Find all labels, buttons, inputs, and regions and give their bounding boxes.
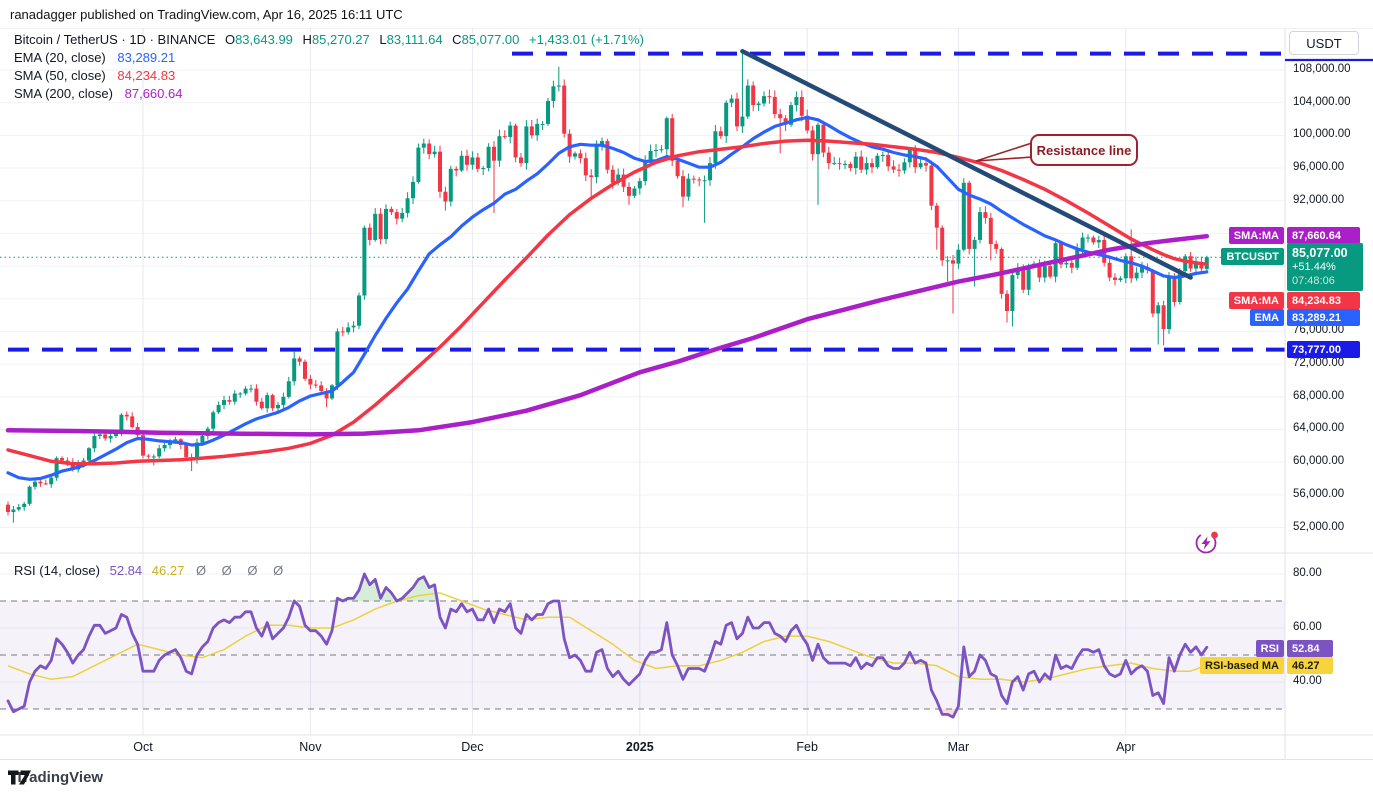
- tradingview-logo-text: TradingView: [15, 769, 104, 786]
- last-price-badge: 85,077.00 +51.44% 07:48:06: [1287, 243, 1363, 291]
- lightning-bolt-glyph: [1201, 536, 1211, 550]
- rsi-axis-value-chip: 52.84: [1287, 640, 1333, 657]
- symbol-title: Bitcoin / TetherUS · 1D · BINANCE: [14, 32, 216, 47]
- flash-idea-icon[interactable]: [1193, 528, 1223, 556]
- change-value: +1,433.01 (+1.71%): [529, 32, 644, 47]
- rsi-name: RSI (14, close): [14, 563, 100, 578]
- main-legend: Bitcoin / TetherUS · 1D · BINANCE O83,64…: [14, 33, 644, 105]
- price-axis-label: 72,000.00: [1293, 357, 1345, 370]
- rsi-ma-axis-value-chip: 46.27: [1287, 657, 1333, 674]
- rsi-axis-label-chip: RSI: [1255, 640, 1284, 657]
- attribution-text: ranadagger published on TradingView.com,…: [10, 7, 403, 22]
- price-axis-label: 104,000.00: [1293, 95, 1351, 108]
- tradingview-watermark[interactable]: TradingView: [8, 769, 103, 786]
- sma50-name: SMA (50, close): [14, 68, 106, 83]
- sma200-axis-label-chip: SMA:MA: [1228, 227, 1284, 244]
- rsi-ma-value: 46.27: [151, 563, 185, 578]
- ema-name: EMA (20, close): [14, 50, 106, 65]
- symbol-axis-label-chip: BTCUSDT: [1221, 248, 1284, 265]
- last-price-value: 85,077.00: [1292, 246, 1348, 260]
- rsi-empty-slots: Ø Ø Ø Ø: [195, 563, 290, 578]
- sma50-axis-label-chip: SMA:MA: [1228, 292, 1284, 309]
- time-axis-label: Mar: [947, 740, 970, 754]
- rsi-ma-axis-label-chip: RSI-based MA: [1200, 657, 1284, 674]
- open-value: 83,643.99: [235, 32, 293, 47]
- price-axis-label: 108,000.00: [1293, 63, 1351, 75]
- notification-dot: [1211, 531, 1218, 539]
- price-axis-label: 92,000.00: [1293, 193, 1345, 206]
- rsi-axis-label: 60.00: [1293, 621, 1322, 633]
- sma200-legend-row[interactable]: SMA (200, close) 87,660.64: [14, 87, 644, 101]
- high-value: 85,270.27: [311, 32, 370, 47]
- sma50-legend-row[interactable]: SMA (50, close) 84,234.83: [14, 69, 644, 83]
- sma200-axis-value-chip: 87,660.64: [1287, 227, 1360, 244]
- low-value: 83,111.64: [386, 32, 443, 47]
- bar-countdown: 07:48:06: [1292, 275, 1335, 287]
- time-axis-label: Apr: [1116, 740, 1136, 754]
- rsi-value: 52.84: [109, 563, 143, 578]
- time-axis-label: Oct: [133, 740, 153, 754]
- price-axis-label: 96,000.00: [1293, 161, 1345, 174]
- currency-button[interactable]: USDT: [1289, 31, 1359, 55]
- price-axis-label: 56,000.00: [1293, 487, 1345, 500]
- low-label: L: [379, 32, 387, 47]
- price-axis-label: 68,000.00: [1293, 389, 1345, 402]
- ema-axis-value-chip: 83,289.21: [1287, 309, 1360, 326]
- rsi-axis-label: 40.00: [1293, 675, 1322, 687]
- time-axis-label: Dec: [461, 740, 484, 754]
- price-axis-label: 76,000.00: [1293, 324, 1345, 337]
- support-level-value-chip: 73,777.00: [1287, 341, 1360, 358]
- ema-legend-row[interactable]: EMA (20, close) 83,289.21: [14, 51, 644, 65]
- time-axis-label: Feb: [796, 740, 818, 754]
- ema-value: 83,289.21: [117, 50, 176, 65]
- close-value: 85,077.00: [461, 32, 520, 47]
- top-bar: ranadagger published on TradingView.com,…: [0, 0, 1373, 28]
- tradingview-logo-icon: [8, 770, 31, 785]
- rsi-legend-row[interactable]: RSI (14, close) 52.84 46.27 Ø Ø Ø Ø: [14, 563, 289, 578]
- last-price-change: +51.44%: [1292, 261, 1336, 273]
- close-label: C: [452, 32, 462, 47]
- sma50-value: 84,234.83: [117, 68, 176, 83]
- price-axis-label: 64,000.00: [1293, 422, 1345, 435]
- time-axis-label: 2025: [625, 740, 654, 754]
- time-axis-label: Nov: [299, 740, 322, 754]
- price-axis-label: 60,000.00: [1293, 455, 1345, 468]
- resistance-line-annotation[interactable]: Resistance line: [1030, 134, 1138, 166]
- price-axis-label: 52,000.00: [1293, 520, 1345, 533]
- rsi-axis-label: 80.00: [1293, 567, 1322, 579]
- open-label: O: [224, 32, 236, 47]
- ema-axis-label-chip: EMA: [1249, 309, 1284, 326]
- sma200-name: SMA (200, close): [14, 86, 113, 101]
- high-label: H: [302, 32, 312, 47]
- sma200-value: 87,660.64: [124, 86, 183, 101]
- price-axis-label: 100,000.00: [1293, 128, 1351, 141]
- symbol-legend-row[interactable]: Bitcoin / TetherUS · 1D · BINANCE O83,64…: [14, 33, 644, 47]
- sma50-axis-value-chip: 84,234.83: [1287, 292, 1360, 309]
